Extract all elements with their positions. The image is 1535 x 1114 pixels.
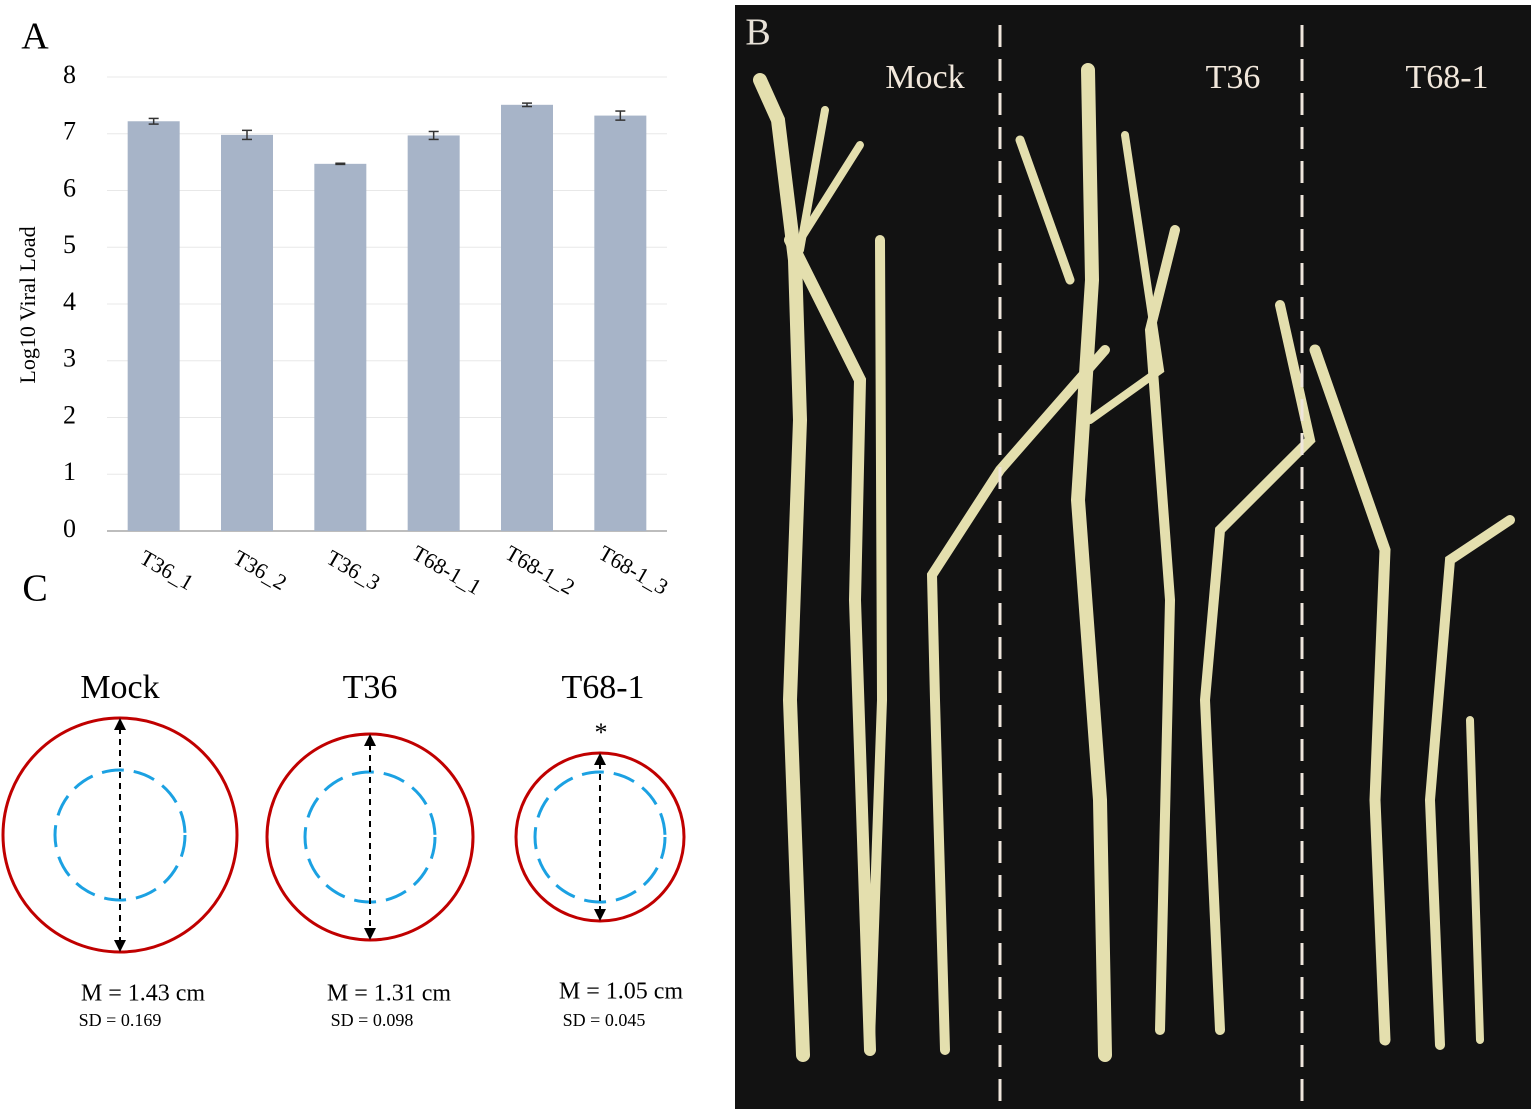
bar — [314, 163, 367, 531]
mean-label: M = 1.31 cm — [327, 981, 452, 1007]
inner-circle — [53, 768, 187, 902]
section: T36 M = 1.31 cm SD = 0.098 — [265, 669, 475, 1030]
photo-label: T68-1 — [1405, 59, 1488, 96]
y-tick-label: 5 — [63, 230, 76, 259]
photo-label: T36 — [1206, 59, 1261, 96]
sd-label: SD = 0.045 — [563, 1010, 646, 1030]
y-tick-label: 2 — [63, 400, 76, 429]
bar — [127, 121, 180, 531]
x-tick-label: T68-1_2 — [501, 540, 579, 600]
stems — [753, 63, 1515, 1062]
x-tick-label: T68-1_1 — [408, 540, 486, 600]
bar — [594, 115, 647, 531]
panel-label: C — [22, 568, 47, 610]
y-axis-label: Log10 Viral Load — [15, 226, 40, 383]
mean-label: M = 1.43 cm — [81, 981, 206, 1007]
y-tick-label: 8 — [63, 60, 76, 89]
error-bar — [148, 117, 159, 125]
x-tick-label: T36_3 — [322, 545, 384, 595]
diagram: C Mock M = 1.43 cm SD = 0.169 T36 M = 1.… — [1, 568, 686, 1030]
y-tick-label: 7 — [63, 117, 76, 146]
panel-label: B — [745, 12, 770, 54]
section: T68-1 * M = 1.05 cm SD = 0.045 — [514, 669, 686, 1030]
section-title: T36 — [343, 669, 398, 706]
y-tick-label: 6 — [63, 173, 76, 202]
section-title: T68-1 — [561, 669, 644, 706]
y-tick-label: 0 — [63, 514, 76, 543]
error-bar — [615, 110, 626, 121]
error-bar — [428, 130, 439, 141]
y-tick-label: 3 — [63, 344, 76, 373]
panel-label: A — [21, 16, 49, 58]
inner-circle — [533, 770, 667, 904]
photo-label: Mock — [885, 59, 964, 96]
error-bar — [522, 102, 532, 108]
error-bar — [335, 162, 346, 166]
section: Mock M = 1.43 cm SD = 0.169 — [1, 669, 239, 1030]
section-title: Mock — [80, 669, 159, 706]
significance-mark: * — [595, 718, 608, 747]
error-bar — [242, 129, 252, 141]
bar-chart: A Log10 Viral Load 0 1 2 3 4 5 6 7 8 T36_1 T36_2 T3… — [15, 16, 673, 600]
x-tick-label: T36_2 — [229, 545, 291, 595]
sd-label: SD = 0.098 — [331, 1010, 414, 1030]
y-tick-label: 4 — [63, 287, 76, 316]
x-tick-label: T36_1 — [136, 545, 198, 595]
y-tick-label: 1 — [63, 457, 76, 486]
photo: B Mock T36 T68-1 — [735, 5, 1531, 1109]
bar — [407, 135, 460, 531]
bar — [221, 134, 273, 531]
sd-label: SD = 0.169 — [79, 1010, 162, 1030]
mean-label: M = 1.05 cm — [559, 979, 684, 1005]
bar — [501, 104, 553, 532]
x-tick-label: T68-1_3 — [595, 540, 673, 600]
